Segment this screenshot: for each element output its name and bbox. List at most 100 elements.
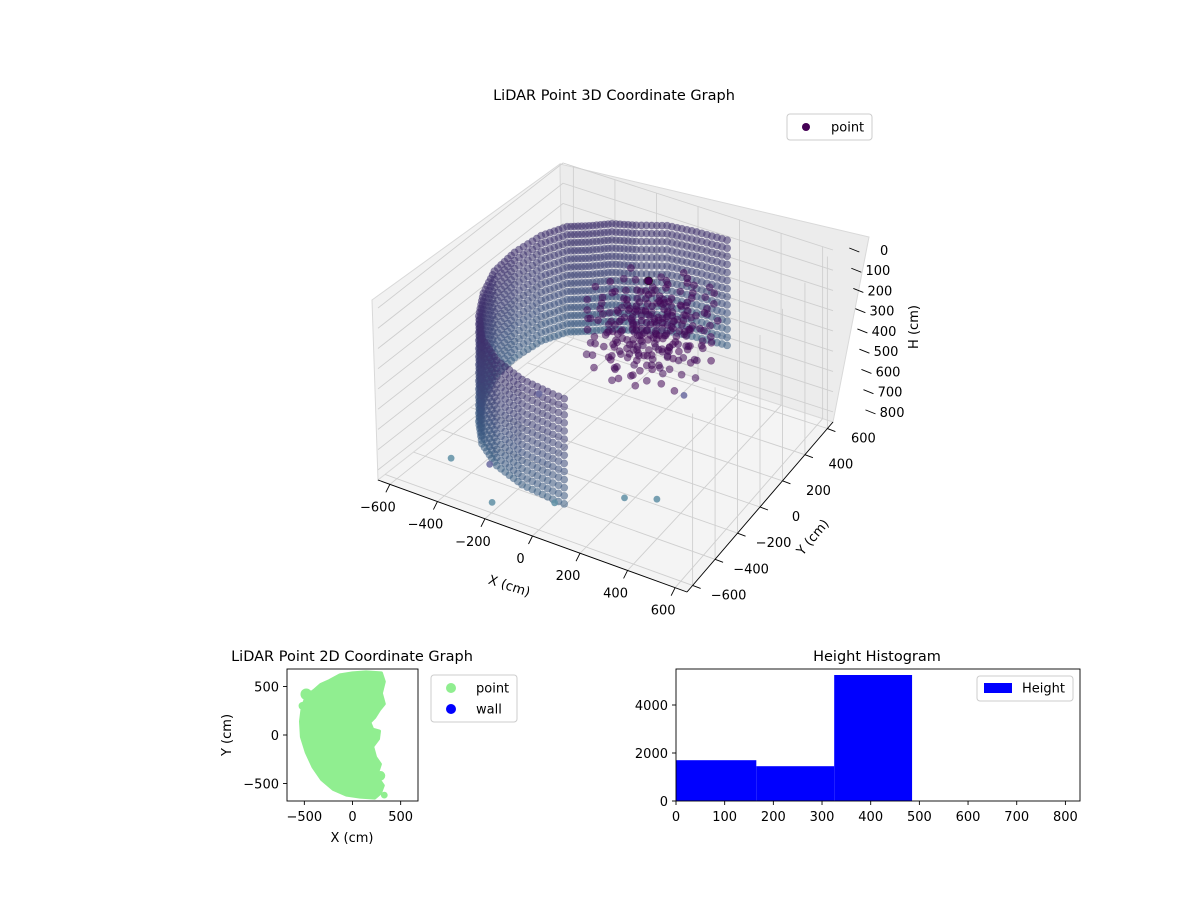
data-point <box>594 316 602 325</box>
data-point <box>670 386 679 395</box>
data-point <box>607 317 615 326</box>
y-tick-mark <box>782 480 791 485</box>
x-tick-label: 600 <box>956 810 981 825</box>
x-axis-label-2d: X (cm) <box>331 831 374 846</box>
legend-2d-marker-wall <box>446 704 456 714</box>
z-tick-label: 400 <box>872 325 897 340</box>
legend-3d-marker <box>802 123 810 131</box>
outlier-point <box>680 392 688 399</box>
z-tick-label: 300 <box>870 305 895 320</box>
data-point <box>478 383 486 392</box>
grid-line-z <box>377 162 834 309</box>
data-point <box>639 341 647 350</box>
data-point <box>647 351 656 359</box>
y-tick-mark <box>692 585 701 589</box>
data-point <box>657 273 665 281</box>
ticks-3d: −600−400−2000200400600−600−400−200020040… <box>360 244 904 619</box>
x-tick-label: −500 <box>286 810 322 825</box>
z-tick-mark <box>863 389 874 395</box>
grid-line-z <box>377 182 834 329</box>
y-tick-mark <box>804 454 814 459</box>
z-tick-mark <box>859 348 870 354</box>
chart-2d-title: LiDAR Point 2D Coordinate Graph <box>231 649 473 665</box>
data-point <box>706 321 714 330</box>
legend-3d-label: point <box>831 121 864 136</box>
data-point <box>651 286 659 294</box>
histogram-bar <box>756 766 835 801</box>
data-point <box>636 366 644 375</box>
x-tick-label: 700 <box>1004 810 1029 825</box>
point-cluster <box>380 791 388 799</box>
data-point <box>675 327 684 335</box>
legend-hist-swatch <box>984 683 1012 693</box>
outlier-point <box>488 499 496 506</box>
y-tick-label: −600 <box>711 588 747 603</box>
x-tick-label: 0 <box>516 552 524 567</box>
data-point <box>478 367 486 375</box>
x-tick-label: −600 <box>360 500 396 515</box>
x-tick-mark <box>433 501 438 510</box>
z-tick-label: 600 <box>876 365 901 380</box>
z-tick-label: 500 <box>874 345 899 360</box>
data-point <box>478 415 486 424</box>
data-point <box>591 282 600 291</box>
data-point <box>478 423 486 432</box>
grid-line-x <box>674 246 824 588</box>
outlier-point <box>551 499 558 507</box>
data-point <box>633 294 642 303</box>
y-tick-label: −500 <box>243 778 279 793</box>
data-point <box>669 324 677 333</box>
data-point <box>478 342 486 351</box>
outlier-point <box>535 390 543 398</box>
legend-2d: point wall <box>430 674 518 723</box>
legend-2d-label-wall: wall <box>476 703 502 718</box>
data-point <box>671 337 680 346</box>
plot-frame-hist <box>675 668 1081 802</box>
y-tick-label: 2000 <box>635 747 668 762</box>
data-point <box>478 375 486 383</box>
data-point <box>663 307 672 316</box>
data-point <box>710 299 718 308</box>
data-point <box>690 281 698 290</box>
data-point <box>478 391 486 400</box>
x-tick-label: 500 <box>907 810 932 825</box>
data-point <box>698 344 707 353</box>
data-point <box>655 296 663 305</box>
histogram-title: Height Histogram <box>813 649 941 665</box>
x-tick-mark <box>623 570 628 579</box>
x-tick-mark <box>670 587 676 596</box>
data-point <box>686 358 695 367</box>
y-tick-mark <box>827 428 836 432</box>
data-point <box>590 363 598 372</box>
x-tick-label: 400 <box>858 810 883 825</box>
data-point <box>633 331 642 340</box>
x-tick-label: 600 <box>651 604 676 619</box>
y-tick-label: 200 <box>806 484 831 499</box>
legend-hist-box <box>976 675 1074 702</box>
data-point <box>583 306 592 314</box>
data-point <box>606 277 615 286</box>
data-point <box>676 287 685 296</box>
data-point <box>619 274 628 283</box>
grid-line-x <box>579 219 740 554</box>
y-tick-label: 0 <box>660 795 668 810</box>
x-axis-label-3d: X (cm) <box>486 573 532 601</box>
data-point <box>627 314 635 323</box>
data-point <box>707 338 716 347</box>
z-tick-label: 100 <box>865 264 890 279</box>
histogram-bar <box>834 675 913 801</box>
y-tick-label: −400 <box>733 562 769 577</box>
histogram-bars <box>676 675 913 801</box>
x-tick-label: 300 <box>810 810 835 825</box>
chart-histogram: Height Histogram 0 100 200 300 400 500 600 700 8… <box>635 649 1081 825</box>
chart-3d: LiDAR Point 3D Coordinate Graph −600 −400… <box>360 88 922 619</box>
data-point <box>596 304 605 313</box>
data-point <box>599 342 608 351</box>
data-point <box>478 407 486 416</box>
highlight-point <box>644 276 653 286</box>
data-point <box>682 342 690 350</box>
outlier-point <box>486 460 494 468</box>
scatter-2d-points <box>298 670 388 800</box>
data-point <box>647 361 656 369</box>
data-point <box>665 365 674 374</box>
